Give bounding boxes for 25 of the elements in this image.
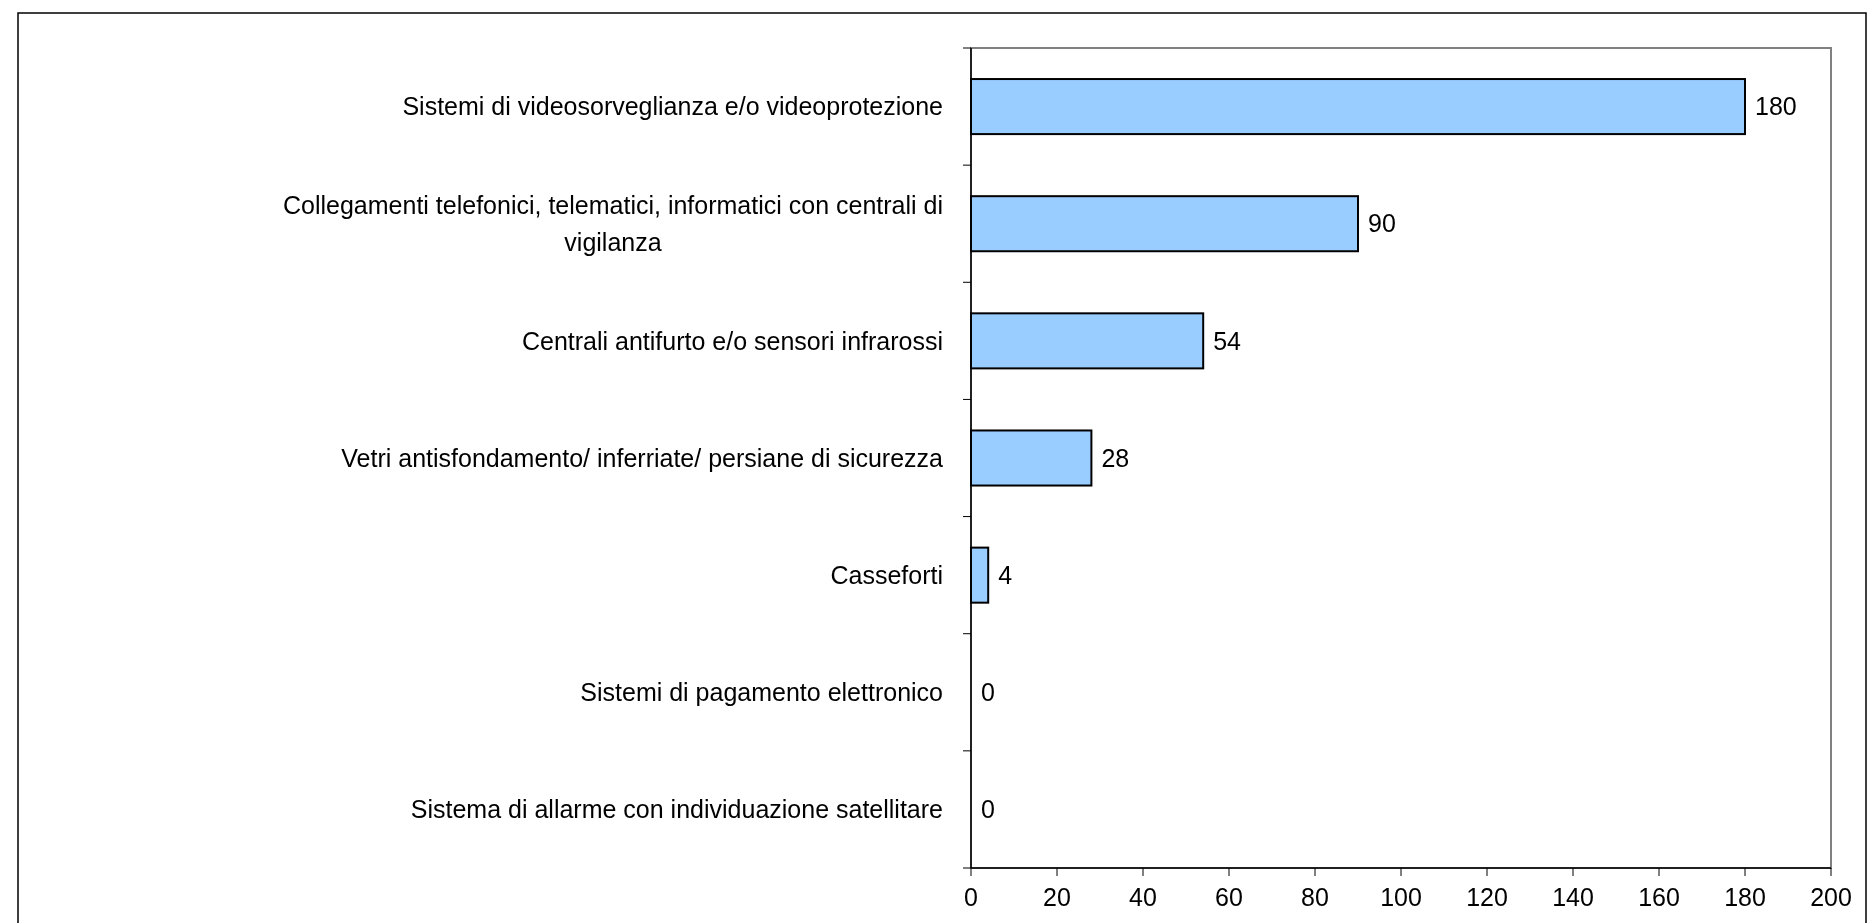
x-tick-label: 200: [1810, 883, 1852, 911]
data-label: 90: [1368, 209, 1396, 238]
x-tick-label: 40: [1129, 883, 1157, 911]
data-label: 180: [1755, 92, 1797, 121]
y-tick-label: Casseforti: [830, 560, 944, 589]
y-tick-label: Collegamenti telefonici, telematici, informatici con centrali di vigilanza: [282, 191, 943, 256]
data-label: 54: [1213, 326, 1242, 355]
x-tick-label: 20: [1043, 883, 1071, 911]
x-tick-label: 0: [964, 883, 978, 911]
y-tick-label: Sistemi di pagamento elettronico: [580, 678, 943, 707]
y-tick-label: Sistemi di videosorveglianza e/o videoprotezione: [402, 92, 943, 121]
y-tick-label: Centrali antifurto e/o sensori infrarossi: [521, 326, 944, 355]
data-label: 0: [981, 678, 995, 707]
x-tick-label: 120: [1466, 883, 1508, 911]
x-tick-label: 180: [1724, 883, 1766, 911]
data-label: 28: [1101, 443, 1130, 472]
x-tick-label: 160: [1638, 883, 1680, 911]
x-tick-label: 100: [1380, 883, 1422, 911]
data-label: 4: [998, 560, 1013, 589]
x-tick-label: 140: [1552, 883, 1594, 911]
y-tick-label: Vetri antisfondamento/ inferriate/ persiane di sicurezza: [341, 443, 944, 472]
x-tick-label: 60: [1215, 883, 1243, 911]
data-label: 0: [981, 795, 995, 824]
y-tick-label: Sistema di allarme con individuazione satellitare: [410, 795, 943, 824]
x-tick-label: 80: [1301, 883, 1329, 911]
